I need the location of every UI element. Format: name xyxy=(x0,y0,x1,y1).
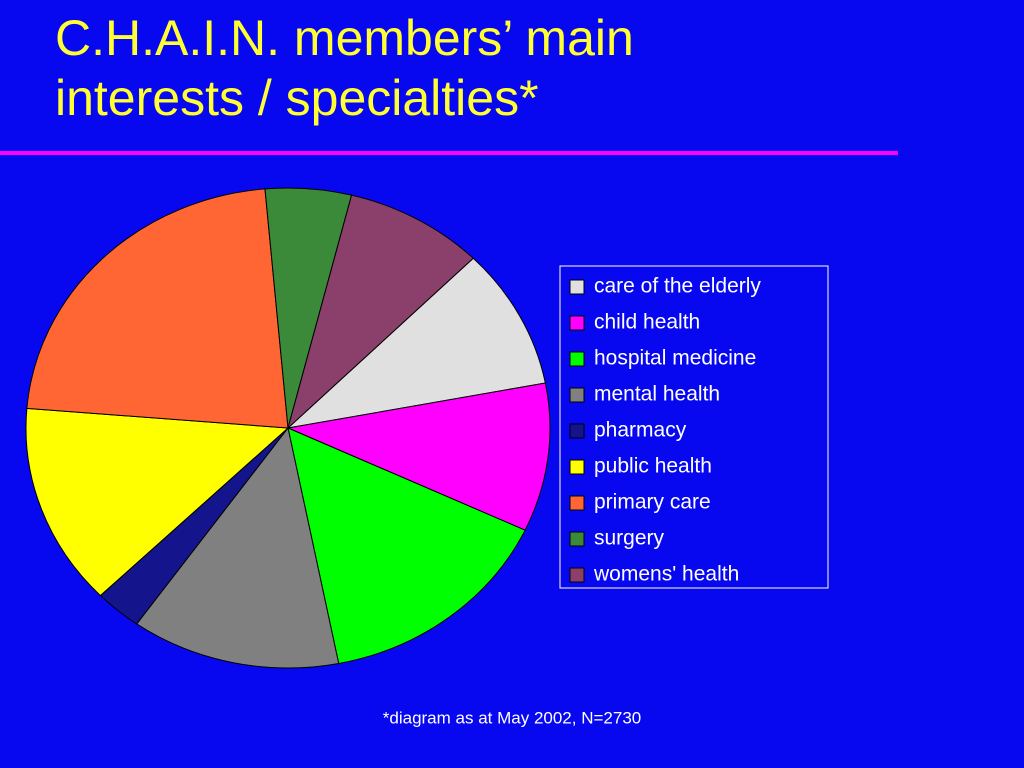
legend-swatch xyxy=(569,423,585,439)
legend-label: child health xyxy=(594,311,700,334)
legend-swatch xyxy=(569,315,585,331)
legend-box xyxy=(559,265,829,589)
title-rule xyxy=(0,151,898,155)
legend-label: pharmacy xyxy=(594,419,687,442)
slide-title: C.H.A.I.N. members’ main interests / spe… xyxy=(55,10,634,126)
footnote: *diagram as at May 2002, N=2730 xyxy=(383,708,641,727)
legend-swatch xyxy=(569,459,585,475)
legend-swatch xyxy=(569,531,585,547)
pie-slice xyxy=(286,382,551,531)
legend-swatch xyxy=(569,495,585,511)
pie-slice xyxy=(25,407,290,597)
pie-slice xyxy=(286,257,546,429)
legend-label: hospital medicine xyxy=(594,347,756,370)
legend-label: womens' health xyxy=(593,563,739,586)
pie-slice xyxy=(287,194,475,430)
pie-slice xyxy=(135,426,340,669)
legend-swatch xyxy=(569,279,585,295)
legend-swatch xyxy=(569,567,585,583)
legend-label: primary care xyxy=(594,491,711,514)
legend-swatch xyxy=(569,387,585,403)
legend-label: public health xyxy=(594,455,712,478)
legend-label: care of the elderly xyxy=(594,275,761,298)
legend-swatch xyxy=(569,351,585,367)
pie-slice xyxy=(287,427,526,665)
legend-label: mental health xyxy=(594,383,720,406)
pie-slice xyxy=(26,188,289,429)
legend-label: surgery xyxy=(594,527,665,550)
